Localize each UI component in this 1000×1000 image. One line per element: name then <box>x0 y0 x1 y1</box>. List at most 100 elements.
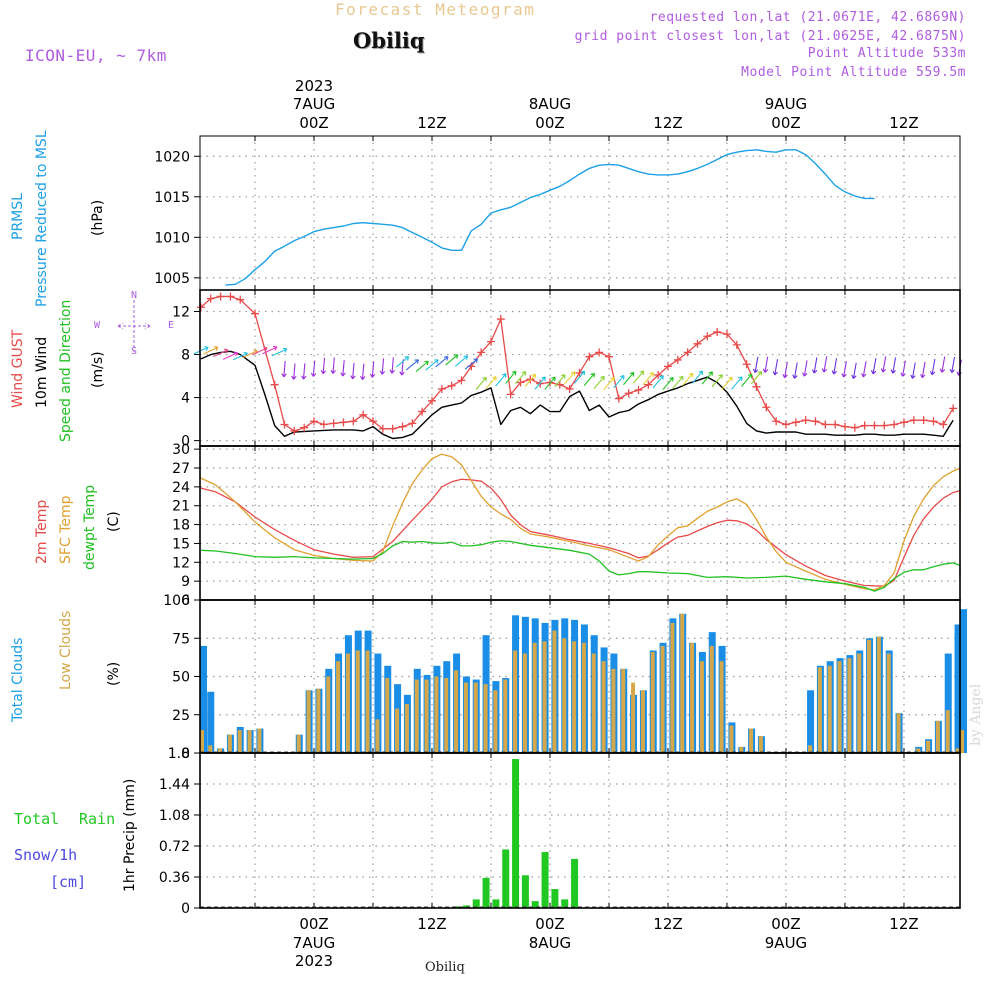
wind-direction-arrow <box>821 356 828 373</box>
wind-direction-arrow <box>360 363 366 380</box>
pressure-line <box>225 149 875 286</box>
y-tick-label: 21 <box>172 499 190 515</box>
wind-direction-arrow <box>711 374 723 388</box>
top-time-label: 00Z <box>299 114 328 132</box>
gust-marker <box>860 421 869 430</box>
rain-bar <box>492 899 500 908</box>
low-cloud-bar <box>699 661 704 753</box>
wind-direction-arrow <box>802 360 808 377</box>
low-cloud-bar <box>404 704 409 753</box>
gust-marker <box>880 421 889 430</box>
top-year-label: 2023 <box>295 77 333 95</box>
gust-marker <box>949 404 958 413</box>
gust-marker <box>929 417 938 426</box>
snow-label-2: [cm] <box>50 873 87 891</box>
wind-direction-arrow <box>890 357 897 374</box>
wind-direction-arrow <box>415 360 429 372</box>
low-cloud-bar <box>208 745 213 753</box>
wind-direction-arrow <box>514 371 527 385</box>
gust-marker <box>270 380 279 389</box>
low-cloud-bar <box>670 622 675 753</box>
gust-marker <box>196 303 205 312</box>
temp-dewpoint-line <box>200 540 961 592</box>
rain-bar <box>512 759 520 908</box>
total-cloud-bar <box>954 624 962 753</box>
wind-direction-arrow <box>603 376 615 391</box>
gust-marker <box>791 418 800 427</box>
low-cloud-bar <box>424 679 429 753</box>
low-cloud-bar <box>945 710 950 753</box>
low-cloud-bar <box>562 638 567 753</box>
gust-marker <box>418 407 427 416</box>
wind-direction-arrow <box>505 370 517 384</box>
gust-marker <box>339 418 348 427</box>
rain-label-total: Total <box>14 810 60 828</box>
wind-direction-arrow <box>435 356 449 368</box>
gust-marker <box>595 348 604 357</box>
gust-marker <box>821 420 830 429</box>
low-cloud-bar <box>876 636 881 753</box>
low-cloud-bar <box>503 679 508 753</box>
wind-direction-arrow <box>672 375 684 389</box>
wind-direction-arrow <box>340 360 346 377</box>
total-cloud-bar <box>960 641 967 753</box>
wind-direction-arrow <box>369 361 376 378</box>
low-cloud-bar <box>444 678 449 753</box>
gust-marker <box>310 417 318 426</box>
y-tick-label: 100 <box>163 593 190 609</box>
gust-marker <box>752 382 761 391</box>
wind-direction-arrow <box>662 376 674 391</box>
rain-bar <box>482 877 490 908</box>
gust-marker <box>801 416 810 425</box>
wind-direction-arrow <box>623 371 635 386</box>
low-cloud-bar <box>680 613 685 753</box>
y-tick-label: 4 <box>181 391 190 407</box>
y-tick-label: 12 <box>172 555 190 571</box>
rain-label-rain: Rain <box>79 810 116 828</box>
wind-gust-line <box>200 295 954 432</box>
gust-marker <box>457 376 466 385</box>
total-cloud-bar <box>944 653 952 753</box>
bottom-date-label: 7AUG <box>293 934 335 952</box>
low-cloud-bar <box>296 734 301 753</box>
gust-marker <box>447 381 456 390</box>
gust-marker <box>742 360 751 369</box>
wind-direction-arrow <box>731 376 743 390</box>
rain-bar <box>453 906 461 908</box>
low-cloud-bar <box>218 748 223 753</box>
wind-direction-arrow <box>350 362 356 380</box>
y-tick-label: 0 <box>181 746 190 762</box>
wind-direction-arrow <box>910 362 916 379</box>
y-tick-label: 1005 <box>154 271 190 287</box>
wind-direction-arrow <box>741 373 753 387</box>
compass-w: W <box>94 320 101 331</box>
gust-marker <box>319 420 328 429</box>
gust-marker <box>683 348 692 357</box>
gust-marker <box>614 394 623 403</box>
low-cloud-bar <box>257 728 262 753</box>
wind-direction-arrow <box>534 376 546 390</box>
top-time-label: 12Z <box>417 114 446 132</box>
gust-marker <box>840 422 849 431</box>
low-cloud-bar <box>375 719 380 753</box>
rain-bar <box>472 899 480 908</box>
y-tick-label: 1010 <box>154 230 190 246</box>
low-cloud-bar <box>916 748 921 753</box>
low-cloud-bar <box>473 682 478 753</box>
low-cloud-bar <box>690 642 695 753</box>
y-tick-label: 0.36 <box>159 870 190 886</box>
low-cloud-bar <box>522 653 527 753</box>
gust-marker <box>516 378 525 387</box>
low-cloud-bar <box>365 650 370 753</box>
total-cloud-bar <box>807 690 815 753</box>
gust-marker <box>378 424 387 433</box>
compass-rose <box>117 300 151 352</box>
low-cloud-bar <box>552 630 557 753</box>
low-cloud-bar <box>336 661 341 753</box>
y-tick-label: 0.72 <box>159 839 190 855</box>
low-cloud-bar <box>729 725 734 753</box>
gust-marker <box>693 339 702 348</box>
y-tick-label: 24 <box>172 480 190 496</box>
snow-label-1: Snow/1h <box>14 846 78 864</box>
